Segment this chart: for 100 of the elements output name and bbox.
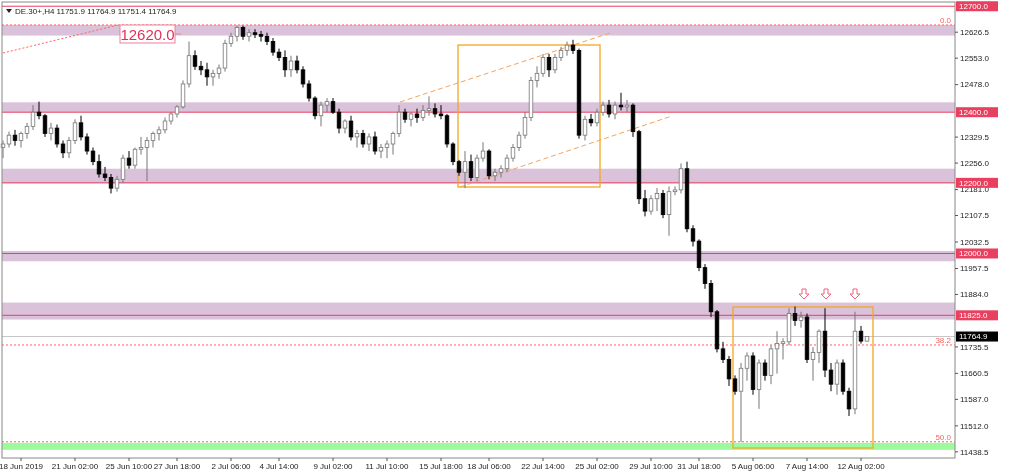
ref-line-label: 12700.0 (959, 2, 989, 12)
candlestick (102, 166, 108, 182)
ref-line-label: 11825.0 (959, 311, 988, 321)
candlestick (690, 224, 696, 247)
candlestick (12, 129, 18, 147)
candlestick (216, 64, 222, 80)
ref-line-label: 12000.0 (959, 249, 989, 259)
candlestick (288, 55, 294, 78)
candlestick (780, 337, 786, 360)
annotation: 50.0 (935, 432, 952, 442)
y-tick-label: 11438.5 (960, 447, 989, 457)
candlestick (774, 330, 780, 375)
candlestick (540, 53, 546, 78)
candlestick (204, 62, 210, 87)
candlestick (72, 118, 78, 145)
ref-line-label: 12400.0 (959, 108, 989, 117)
candlestick (246, 28, 252, 43)
candlestick (78, 115, 84, 141)
candlestick (150, 131, 156, 149)
candlestick (432, 102, 438, 118)
x-tick-label: 31 Jul 18:00 (677, 462, 722, 471)
y-tick-label: 11735.5 (960, 342, 989, 352)
candlestick (210, 69, 216, 87)
candlestick (420, 104, 426, 122)
y-tick-label: 12107.5 (960, 211, 990, 221)
candlestick (732, 374, 738, 396)
candlestick (24, 122, 30, 140)
candlestick (498, 164, 504, 179)
y-tick-label: 11957.5 (960, 264, 989, 274)
candlestick (582, 115, 588, 141)
candlestick (42, 113, 48, 138)
text: DE.30+,H4 11751.9 11764.9 11751.4 11764.9 (15, 7, 178, 16)
candlestick (84, 132, 90, 156)
candlestick (306, 79, 312, 103)
annotation: 38.2 (935, 335, 952, 345)
candlestick (408, 111, 414, 127)
candlestick (462, 150, 468, 189)
x-tick-label: 29 Jul 10:00 (629, 462, 674, 471)
annotation: 0.0 (939, 15, 952, 25)
y-tick-label: 11512.0 (960, 421, 989, 431)
candlestick (744, 351, 750, 382)
x-tick-label: 18 Jul 06:00 (467, 462, 512, 471)
candlestick (138, 136, 144, 156)
candlestick (300, 65, 306, 88)
candlestick (720, 341, 726, 364)
x-tick-label: 4 Jul 14:00 (259, 462, 300, 471)
candlestick (108, 173, 114, 194)
candlestick (18, 131, 24, 149)
x-tick-label: 25 Jul 02:00 (575, 462, 620, 471)
candlestick (474, 154, 480, 182)
candlestick (120, 154, 126, 184)
x-tick-label: 18 Jun 2019 (0, 462, 44, 471)
y-tick-label: 12553.0 (960, 53, 990, 63)
candlestick (318, 101, 324, 127)
y-tick-label: 11884.0 (960, 290, 989, 300)
x-tick-label: 7 Aug 14:00 (785, 462, 829, 471)
ref-line-label: 12200.0 (959, 178, 989, 188)
y-tick-label: 11587.0 (960, 395, 989, 405)
candlestick (534, 65, 540, 88)
candlestick (618, 92, 624, 111)
candlestick (438, 104, 444, 120)
x-tick-label: 25 Jun 10:00 (105, 462, 153, 471)
candlestick (648, 194, 654, 216)
candlestick (156, 125, 162, 141)
x-tick-label: 9 Jul 02:00 (313, 462, 354, 471)
candlestick (276, 48, 282, 62)
candlestick (672, 185, 678, 196)
candlestick (666, 185, 672, 237)
candlestick (282, 49, 288, 78)
candlestick (30, 104, 36, 131)
annotation: 12620.0 (120, 26, 175, 43)
candlestick (336, 108, 342, 134)
x-tick-label: 12 Aug 02:00 (837, 462, 886, 471)
y-tick-label: 12329.5 (960, 132, 990, 142)
x-tick-label: 21 Jun 02:00 (51, 462, 99, 471)
candlestick (654, 187, 660, 212)
candlestick (792, 305, 798, 327)
candlestick (48, 122, 54, 141)
candlestick (738, 362, 744, 443)
candlestick (126, 150, 132, 170)
candlestick (144, 136, 150, 182)
candlestick (546, 53, 552, 78)
candlestick (702, 263, 708, 290)
candlestick (468, 154, 474, 182)
x-tick-label: 11 Jul 10:00 (365, 462, 410, 471)
candlestick (258, 30, 264, 43)
candlestick (378, 143, 384, 159)
candlestick (846, 387, 852, 417)
candlestick (762, 358, 768, 382)
candlestick (660, 189, 666, 219)
candlestick (264, 32, 270, 46)
candlestick (552, 53, 558, 74)
candlestick (810, 346, 816, 382)
x-tick-label: 2 Jul 06:00 (211, 462, 252, 471)
candlestick (414, 108, 420, 124)
x-tick-label: 22 Jul 14:00 (521, 462, 566, 471)
x-tick-label: 5 Aug 06:00 (731, 462, 775, 471)
x-tick-label: 15 Jul 18:00 (419, 462, 464, 471)
candlestick (642, 189, 648, 217)
candlestick (354, 129, 360, 149)
